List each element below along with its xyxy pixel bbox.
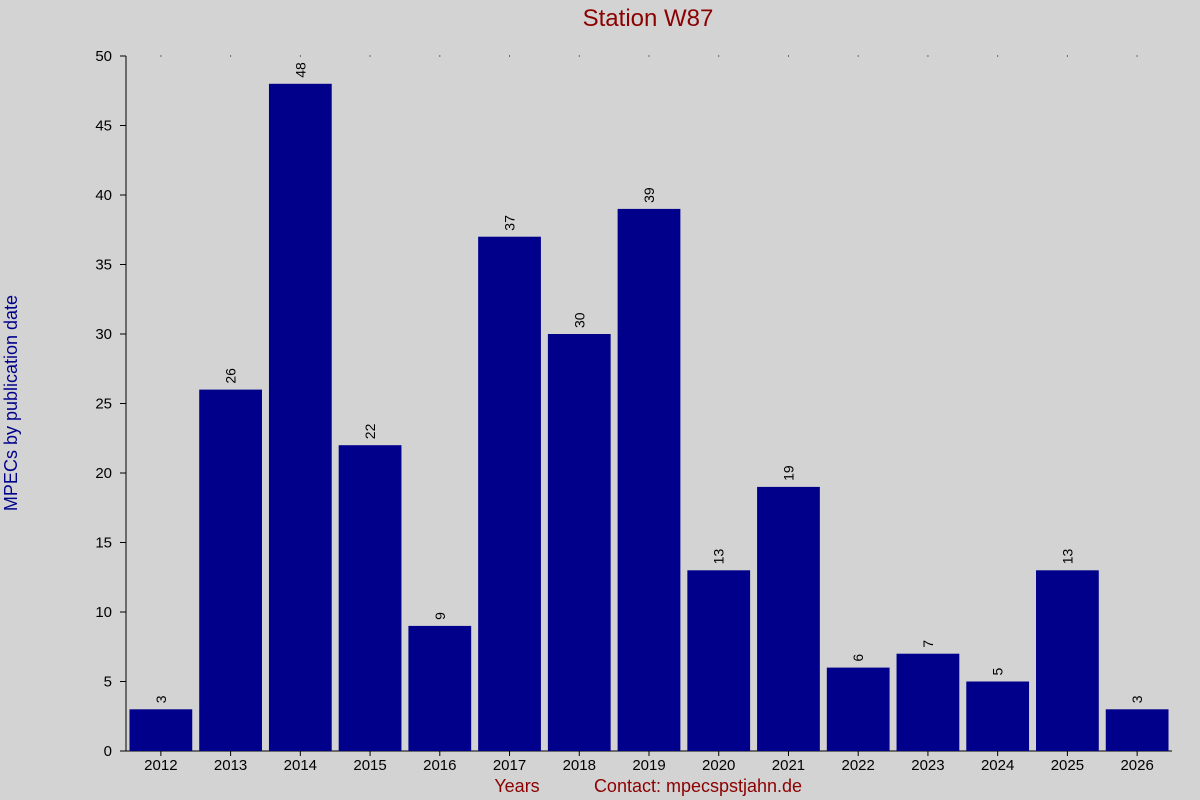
- bar-value-label: 39: [641, 187, 657, 203]
- y-tick-label: 40: [95, 187, 112, 204]
- bar-value-label: 3: [1129, 695, 1145, 703]
- top-tick-dot: [160, 55, 162, 57]
- bar: [129, 709, 193, 751]
- bar: [966, 681, 1030, 751]
- bar-value-label: 19: [780, 465, 796, 481]
- bar-value-label: 13: [711, 549, 727, 565]
- bar: [547, 334, 611, 751]
- bar: [757, 486, 820, 751]
- x-tick-label: 2017: [493, 757, 526, 774]
- bar: [478, 236, 541, 751]
- x-tick-label: 2024: [981, 757, 1014, 774]
- top-tick-dot: [927, 55, 929, 57]
- bar-value-label: 37: [502, 215, 518, 231]
- bar: [896, 653, 960, 751]
- bar-value-label: 6: [850, 654, 866, 662]
- x-tick-label: 2015: [353, 757, 386, 774]
- bar-value-label: 7: [920, 640, 936, 648]
- bar-value-label: 30: [571, 312, 587, 328]
- bar-value-label: 48: [292, 62, 308, 78]
- x-tick-label: 2012: [144, 757, 177, 774]
- top-tick-dot: [439, 55, 441, 57]
- bar: [1036, 570, 1099, 751]
- x-tick-label: 2016: [423, 757, 456, 774]
- bar-value-label: 26: [223, 368, 239, 384]
- x-tick-label: 2018: [563, 757, 596, 774]
- top-tick-dot: [648, 55, 650, 57]
- y-tick-label: 15: [95, 535, 112, 552]
- bar: [1105, 709, 1169, 751]
- x-tick-label: 2022: [842, 757, 875, 774]
- y-tick-label: 5: [104, 674, 112, 691]
- top-tick-dot: [509, 55, 511, 57]
- x-tick-label: 2026: [1120, 757, 1153, 774]
- bar: [617, 208, 681, 751]
- y-tick-label: 0: [104, 743, 112, 760]
- x-tick-label: 2013: [214, 757, 247, 774]
- bar-value-label: 5: [990, 668, 1006, 676]
- bar: [199, 389, 262, 751]
- x-tick-label: 2019: [632, 757, 665, 774]
- x-tick-label: 2023: [911, 757, 944, 774]
- bar-value-label: 13: [1059, 549, 1075, 565]
- x-axis-label: Years: [494, 776, 539, 796]
- x-tick-label: 2014: [284, 757, 317, 774]
- bar: [268, 83, 332, 752]
- bars: [129, 83, 1169, 752]
- top-tick-dot: [1066, 55, 1068, 57]
- bar: [826, 667, 890, 751]
- y-tick-label: 25: [95, 396, 112, 413]
- top-tick-dot: [787, 55, 789, 57]
- top-tick-dot: [718, 55, 720, 57]
- y-axis-label: MPECs by publication date: [1, 295, 21, 511]
- bar: [687, 570, 751, 751]
- top-tick-dot: [1136, 55, 1138, 57]
- y-tick-label: 35: [95, 257, 112, 274]
- y-tick-label: 20: [95, 465, 112, 482]
- top-tick-dot: [299, 55, 301, 57]
- y-tick-label: 10: [95, 604, 112, 621]
- bar-value-label: 9: [432, 612, 448, 620]
- bar-value-label: 22: [362, 423, 378, 439]
- y-tick-label: 45: [95, 118, 112, 135]
- y-tick-label: 30: [95, 326, 112, 343]
- chart-title: Station W87: [583, 5, 714, 32]
- contact-footer: Contact: mpecspstjahn.de: [594, 776, 802, 796]
- top-tick-dot: [230, 55, 232, 57]
- bar-value-label: 3: [153, 695, 169, 703]
- top-tick-dot: [857, 55, 859, 57]
- y-tick-label: 50: [95, 48, 112, 65]
- top-tick-dot: [578, 55, 580, 57]
- bar: [408, 625, 472, 751]
- x-tick-label: 2020: [702, 757, 735, 774]
- value-labels: 3 26 48 22 9 37 30 39 13 19 6 7 5 13 3: [153, 62, 1145, 703]
- top-tick-dot: [997, 55, 999, 57]
- x-tick-label: 2021: [772, 757, 805, 774]
- top-tick-dot: [369, 55, 371, 57]
- bar: [338, 445, 402, 751]
- x-tick-label: 2025: [1051, 757, 1084, 774]
